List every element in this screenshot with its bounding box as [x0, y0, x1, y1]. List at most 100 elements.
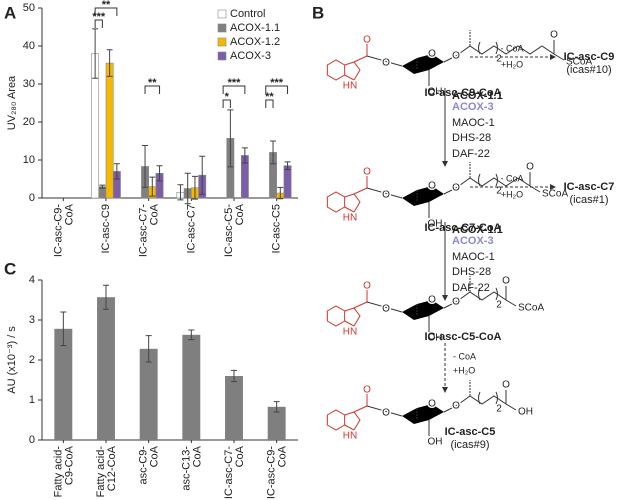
enzyme-label: MAOC-1 — [452, 251, 495, 263]
error-bar — [99, 184, 106, 189]
x-tick-label: asc-C9-CoA — [138, 445, 161, 484]
x-tick-label: IC-asc-C7-CoA — [223, 445, 246, 499]
y-tick-label: 30 — [23, 78, 35, 90]
sugar-ring — [402, 404, 444, 424]
atom-label: HN — [343, 431, 357, 442]
atom-label: HN — [343, 213, 357, 224]
error-bar — [92, 28, 99, 79]
y-tick-label: 2 — [29, 354, 35, 366]
y-tick-label: 1 — [29, 394, 35, 406]
error-bar — [277, 186, 284, 200]
error-bar — [60, 311, 67, 347]
y-tick-label: 10 — [23, 154, 35, 166]
significance-bracket — [265, 99, 274, 108]
significance-bracket — [144, 85, 161, 94]
y-tick-label: 0 — [29, 434, 35, 446]
x-tick-label: IC-asc-C5-CoA — [223, 203, 246, 257]
atom-label: 2 — [496, 54, 502, 65]
bar — [139, 348, 158, 440]
enzyme-label: DAF-22 — [452, 148, 490, 160]
y-tick-label: 3 — [29, 314, 35, 326]
y-tick-label: 40 — [23, 40, 35, 52]
sugar-ring — [402, 186, 444, 206]
atom-label: SCoA — [518, 303, 544, 314]
atom-label: O — [363, 167, 371, 178]
bar — [105, 62, 114, 199]
x-tick-label: IC-asc-C5 — [271, 204, 283, 254]
error-bar — [270, 140, 277, 165]
y-tick-label: 0 — [29, 192, 35, 204]
indole-ring — [326, 59, 346, 81]
carbonyl-bond — [353, 44, 368, 63]
error-bar — [177, 184, 184, 201]
significance-bracket — [94, 19, 103, 28]
legend-label: ACOX-1.1 — [230, 22, 280, 34]
significance-label: * — [225, 91, 230, 103]
terminal-bond — [553, 53, 565, 61]
repeat-bracket — [478, 173, 498, 187]
side-loss: - CoA — [500, 173, 523, 183]
step-gain: +H₂O — [453, 365, 475, 375]
atom-label: O — [428, 181, 436, 192]
atom-label: HN — [343, 327, 357, 338]
x-tick-label: IC-asc-C9-CoA — [266, 445, 289, 499]
sugar-ring — [402, 54, 444, 74]
error-bar — [145, 335, 152, 363]
atom-label: O — [452, 401, 460, 412]
side-gain: +H₂O — [501, 189, 523, 199]
x-tick-label: IC-asc-C9 — [100, 204, 112, 254]
significance-label: *** — [92, 11, 106, 23]
atom-label: O — [502, 380, 510, 391]
atom-label: OH — [428, 437, 443, 448]
compound-name: IC-asc-C9-CoA — [424, 87, 501, 99]
significance-bracket — [222, 99, 231, 108]
panel-label: B — [312, 3, 324, 22]
repeat-bracket — [478, 391, 498, 405]
enzyme-label: ACOX-1.1 — [452, 90, 503, 102]
ester-bond — [366, 187, 403, 199]
repeat-bracket — [478, 41, 498, 55]
atom-label: O — [382, 58, 390, 69]
atom-label: HN — [343, 81, 357, 92]
indole-ring — [326, 305, 346, 327]
sugar-ring — [402, 300, 444, 320]
indole-ring — [344, 193, 361, 213]
ester-bond — [366, 55, 403, 67]
atom-label: O — [428, 49, 436, 60]
legend-label: ACOX-3 — [230, 50, 271, 62]
error-bar — [103, 284, 109, 310]
atom-label: 2 — [496, 404, 502, 415]
side-product: IC-asc-C7 — [564, 181, 615, 193]
atom-label: O — [452, 183, 460, 194]
legend-swatch — [217, 23, 227, 33]
error-bar — [149, 176, 156, 197]
error-bar — [142, 145, 149, 188]
error-bar — [227, 109, 234, 168]
indole-ring — [326, 191, 346, 213]
error-bar — [273, 401, 280, 413]
x-tick-label: Fatty acid-C9-CoA — [52, 445, 75, 497]
carbonyl-bond — [353, 176, 368, 195]
y-axis-label: AU (x10⁻³) / s — [6, 326, 18, 394]
atom-label: OH — [428, 219, 443, 230]
carbonyl-bond — [353, 290, 368, 309]
atom-label: OH — [428, 87, 443, 98]
compound-name: IC-asc-C5-CoA — [424, 331, 501, 343]
atom-label: O — [428, 399, 436, 410]
atom-label: O — [550, 30, 558, 41]
x-tick-label: Fatty acid-C12-CoA — [95, 445, 118, 497]
chain — [443, 291, 507, 309]
error-bar — [241, 147, 248, 164]
atom-label: O — [428, 295, 436, 306]
atom-label: O — [452, 297, 460, 308]
error-bar — [188, 329, 195, 341]
error-bar — [284, 161, 291, 170]
side-product-id: (icas#10) — [566, 64, 611, 76]
significance-bracket — [222, 85, 246, 94]
enzyme-label: MAOC-1 — [452, 117, 495, 129]
legend-label: ACOX-1.2 — [230, 36, 280, 48]
atom-label: O — [363, 385, 371, 396]
significance-label: *** — [270, 77, 284, 89]
atom-label: O — [452, 51, 460, 62]
